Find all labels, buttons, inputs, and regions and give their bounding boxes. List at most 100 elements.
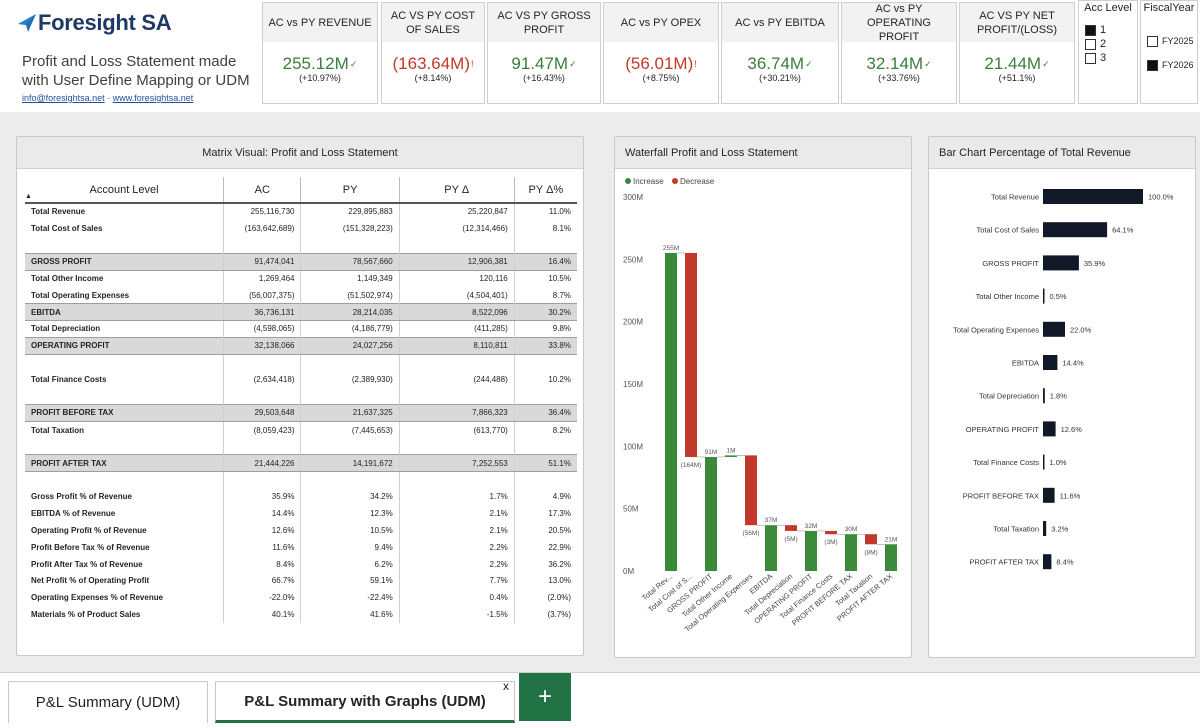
bar[interactable]: [1043, 421, 1056, 437]
col-py-delta[interactable]: PY Δ: [399, 177, 515, 204]
waterfall-bar[interactable]: [825, 530, 837, 535]
bar[interactable]: [1043, 388, 1045, 404]
col-account-level[interactable]: ▲ Account Level: [25, 177, 225, 204]
tab-pnl-summary[interactable]: P&L Summary (UDM): [8, 681, 208, 723]
legend-decrease-label: Decrease: [680, 177, 715, 186]
cell-py-delta: 2.2%: [399, 538, 515, 556]
checkbox[interactable]: [1085, 52, 1096, 64]
bar[interactable]: [1043, 521, 1047, 536]
waterfall-bar[interactable]: [885, 544, 897, 571]
bar[interactable]: [1043, 222, 1108, 238]
kpi-card[interactable]: AC vs PY OPEX (56.01M)! (+8.75%): [603, 2, 719, 104]
add-page-button[interactable]: +: [519, 673, 571, 721]
bar[interactable]: [1043, 288, 1045, 304]
matrix-row[interactable]: Total Finance Costs (2,634,418) (2,389,9…: [25, 370, 577, 388]
matrix-row[interactable]: Operating Expenses % of Revenue -22.0% -…: [25, 589, 577, 607]
waterfall-bar[interactable]: [865, 534, 877, 545]
bar[interactable]: [1043, 454, 1045, 470]
matrix-row[interactable]: Total Operating Expenses (56,007,375) (5…: [25, 286, 577, 304]
kpi-card[interactable]: AC vs PY OPERATING PROFIT 32.14M✓ (+33.7…: [841, 2, 957, 104]
waterfall-panel[interactable]: Waterfall Profit and Loss Statement Incr…: [614, 136, 912, 658]
matrix-row[interactable]: Total Revenue 255,116,730 229,895,883 25…: [25, 203, 577, 220]
waterfall-bar[interactable]: [725, 455, 737, 457]
bar[interactable]: [1043, 355, 1058, 370]
bar[interactable]: [1043, 321, 1065, 337]
kpi-card[interactable]: AC vs PY REVENUE 255.12M✓ (+10.97%): [262, 2, 378, 104]
waterfall-bar[interactable]: [745, 455, 757, 526]
matrix-row[interactable]: Profit Before Tax % of Revenue 11.6% 9.4…: [25, 538, 577, 556]
matrix-row[interactable]: PROFIT AFTER TAX 21,444,226 14,191,672 7…: [25, 454, 577, 473]
bar-value-label: 11.6%: [1060, 491, 1081, 500]
fiscal-year-slicer[interactable]: FiscalYear FY2025 FY2026: [1140, 0, 1198, 104]
waterfall-bar[interactable]: [665, 252, 677, 571]
slicer-option[interactable]: FY2026: [1147, 53, 1197, 77]
matrix-row[interactable]: PROFIT BEFORE TAX 29,503,648 21,637,325 …: [25, 404, 577, 422]
waterfall-bar[interactable]: [805, 530, 817, 571]
report-canvas: Matrix Visual: Profit and Loss Statement…: [0, 112, 1200, 672]
matrix-row[interactable]: Net Profit % of Operating Profit 66.7% 5…: [25, 572, 577, 590]
checkbox[interactable]: [1085, 24, 1096, 36]
kpi-card[interactable]: AC vs PY EBITDA 36.74M✓ (+30.21%): [721, 2, 839, 104]
email-link[interactable]: info@foresightsa.net: [22, 93, 105, 103]
waterfall-bar[interactable]: [785, 525, 797, 531]
revenue-pct-bar-chart[interactable]: Total Revenue 100.0% Total Cost of Sales 64…: [929, 169, 1195, 657]
waterfall-chart[interactable]: Increase Decrease 0M 50M 100M 150M 200M 250M 300…: [615, 169, 911, 657]
bar-value-label: 12.6%: [1061, 425, 1083, 434]
slicer-option[interactable]: 2: [1085, 37, 1137, 51]
matrix-row[interactable]: Total Other Income 1,269,464 1,149,349 1…: [25, 270, 577, 287]
website-link[interactable]: www.foresightsa.net: [112, 93, 194, 103]
tab-pnl-summary-graphs[interactable]: P&L Summary with Graphs (UDM): [215, 681, 515, 723]
matrix-row[interactable]: Materials % of Product Sales 40.1% 41.6%…: [25, 606, 577, 623]
kpi-card[interactable]: AC VS PY COST OF SALES (163.64M)! (+8.14…: [381, 2, 485, 104]
cell-py-delta: 12,906,381: [399, 252, 515, 271]
waterfall-bar[interactable]: [845, 534, 857, 571]
matrix-row[interactable]: Total Cost of Sales (163,642,689) (151,3…: [25, 219, 577, 237]
matrix-row[interactable]: EBITDA % of Revenue 14.4% 12.3% 2.1% 17.…: [25, 505, 577, 523]
slicer-option[interactable]: 1: [1085, 23, 1137, 37]
slicer-option[interactable]: 3: [1085, 51, 1137, 65]
matrix-row[interactable]: EBITDA 36,736,131 28,214,035 8,522,096 3…: [25, 303, 577, 322]
col-ac[interactable]: AC: [223, 177, 302, 204]
slicer-option[interactable]: FY2025: [1147, 29, 1197, 53]
matrix-panel[interactable]: Matrix Visual: Profit and Loss Statement…: [16, 136, 584, 656]
matrix-row[interactable]: GROSS PROFIT 91,474,041 78,567,660 12,90…: [25, 252, 577, 271]
checkbox[interactable]: [1085, 38, 1096, 50]
matrix-row[interactable]: Total Depreciation (4,598,065) (4,186,77…: [25, 320, 577, 338]
bar[interactable]: [1043, 189, 1143, 204]
checkbox[interactable]: [1147, 59, 1158, 71]
pnl-matrix[interactable]: ▲ Account Level AC PY PY Δ PY Δ% Total R…: [25, 177, 577, 623]
row-label: OPERATING PROFIT: [25, 336, 225, 355]
matrix-row[interactable]: Gross Profit % of Revenue 35.9% 34.2% 1.…: [25, 488, 577, 506]
waterfall-bar[interactable]: [765, 525, 777, 571]
warning-mark-icon: !: [470, 59, 474, 69]
waterfall-bar[interactable]: [685, 252, 697, 457]
waterfall-data-label: (5M): [784, 536, 797, 543]
cell-py-delta: (411,285): [399, 320, 515, 338]
bar[interactable]: [1043, 554, 1052, 570]
bar[interactable]: [1043, 487, 1055, 503]
col-py[interactable]: PY: [300, 177, 400, 204]
matrix-row[interactable]: OPERATING PROFIT 32,138,066 24,027,256 8…: [25, 336, 577, 355]
cell-py: 28,214,035: [300, 303, 400, 322]
kpi-card[interactable]: AC VS PY NET PROFIT/(LOSS) 21.44M✓ (+51.…: [959, 2, 1075, 104]
kpi-card[interactable]: AC VS PY GROSS PROFIT 91.47M✓ (+16.43%): [487, 2, 601, 104]
close-tab-icon[interactable]: x: [503, 679, 509, 693]
y-tick-label: 200M: [623, 318, 643, 327]
matrix-row[interactable]: Total Taxation (8,059,423) (7,445,653) (…: [25, 421, 577, 439]
cell-py-delta: 1.7%: [399, 488, 515, 506]
waterfall-data-label: (164M): [681, 462, 702, 469]
bar-panel[interactable]: Bar Chart Percentage of Total Revenue To…: [928, 136, 1196, 658]
kpi-value: 255.12M: [282, 54, 349, 73]
col-py-delta-pct[interactable]: PY Δ%: [514, 177, 577, 204]
checkbox[interactable]: [1147, 35, 1158, 47]
matrix-row[interactable]: Profit After Tax % of Revenue 8.4% 6.2% …: [25, 555, 577, 573]
bar-value-label: 8.4%: [1056, 558, 1073, 567]
waterfall-data-label: 255M: [663, 245, 679, 252]
acc-level-slicer[interactable]: Acc Level 1 2 3: [1078, 0, 1138, 104]
row-label: Total Revenue: [25, 203, 225, 220]
sort-asc-icon[interactable]: ▲: [25, 193, 32, 200]
matrix-row[interactable]: Operating Profit % of Revenue 12.6% 10.5…: [25, 522, 577, 539]
bar[interactable]: [1043, 255, 1079, 271]
cell-ac: -22.0%: [223, 589, 302, 607]
waterfall-bar[interactable]: [705, 456, 717, 571]
